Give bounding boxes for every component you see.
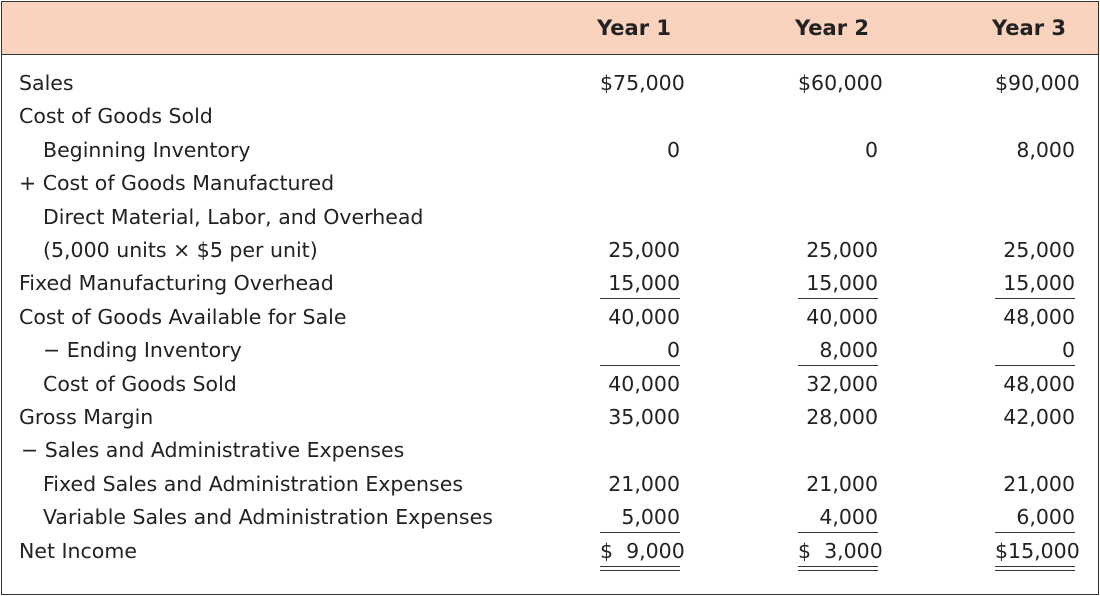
cell-value: $ 9,000 <box>600 538 685 563</box>
row-label: Sales <box>19 71 74 95</box>
cell-value: $60,000 <box>798 71 883 95</box>
row-label: Direct Material, Labor, and Overhead <box>43 204 424 229</box>
row-label: Variable Sales and Administration Expens… <box>43 505 493 530</box>
cell-value: 15,000 <box>1003 271 1075 296</box>
cell-value: 48,000 <box>1003 371 1075 396</box>
double-underline <box>600 569 680 571</box>
cell-value: 21,000 <box>806 471 878 496</box>
cell-value: 25,000 <box>1003 238 1075 262</box>
cell-value: 40,000 <box>608 371 680 396</box>
underline <box>995 532 1075 534</box>
cell-value: 0 <box>666 137 680 162</box>
row-label: Fixed Manufacturing Overhead <box>19 271 334 296</box>
row-label: Gross Margin <box>19 405 154 429</box>
column-header: Year 2 <box>795 16 869 40</box>
cell-value: $15,000 <box>995 538 1080 563</box>
cell-value: 40,000 <box>806 304 878 329</box>
cell-value: 35,000 <box>608 405 680 429</box>
row-label: Cost of Goods Available for Sale <box>19 304 347 329</box>
cell-value: $90,000 <box>995 71 1080 95</box>
cell-value: 25,000 <box>608 238 680 262</box>
column-header: Year 3 <box>992 16 1066 40</box>
row-label: Beginning Inventory <box>43 137 251 162</box>
row-label: Cost of Goods Sold <box>19 104 213 129</box>
cell-value: 8,000 <box>819 338 878 363</box>
cell-value: 6,000 <box>1016 505 1075 530</box>
underline <box>798 532 878 534</box>
underline <box>600 298 680 300</box>
cell-value: $ 3,000 <box>798 538 883 563</box>
cell-value: $75,000 <box>600 71 685 95</box>
underline <box>995 365 1075 367</box>
double-underline <box>995 569 1075 571</box>
cell-value: 0 <box>864 137 878 162</box>
row-label: (5,000 units × $5 per unit) <box>43 238 318 262</box>
double-underline <box>798 565 878 567</box>
row-label: − Ending Inventory <box>43 338 242 363</box>
cell-value: 42,000 <box>1003 405 1075 429</box>
cell-value: 32,000 <box>806 371 878 396</box>
row-label: Cost of Goods Sold <box>43 371 237 396</box>
double-underline <box>798 569 878 571</box>
cell-value: 8,000 <box>1016 137 1075 162</box>
cell-value: 15,000 <box>608 271 680 296</box>
double-underline <box>600 565 680 567</box>
underline <box>798 365 878 367</box>
cell-value: 5,000 <box>621 505 680 530</box>
row-label: + Cost of Goods Manufactured <box>19 171 335 196</box>
underline <box>995 298 1075 300</box>
header-band: Year 1 Year 2 Year 3 <box>2 2 1098 55</box>
cell-value: 0 <box>1061 338 1075 363</box>
double-underline <box>995 565 1075 567</box>
cell-value: 28,000 <box>806 405 878 429</box>
underline <box>600 365 680 367</box>
cell-value: 21,000 <box>608 471 680 496</box>
cell-value: 40,000 <box>608 304 680 329</box>
row-label: − Sales and Administrative Expenses <box>21 438 405 463</box>
cell-value: 15,000 <box>806 271 878 296</box>
underline <box>798 298 878 300</box>
row-label: Net Income <box>19 538 137 563</box>
cell-value: 21,000 <box>1003 471 1075 496</box>
cell-value: 48,000 <box>1003 304 1075 329</box>
cell-value: 25,000 <box>806 238 878 262</box>
row-label: Fixed Sales and Administration Expenses <box>43 471 463 496</box>
cell-value: 4,000 <box>819 505 878 530</box>
cell-value: 0 <box>666 338 680 363</box>
underline <box>600 532 680 534</box>
column-header: Year 1 <box>597 16 671 40</box>
